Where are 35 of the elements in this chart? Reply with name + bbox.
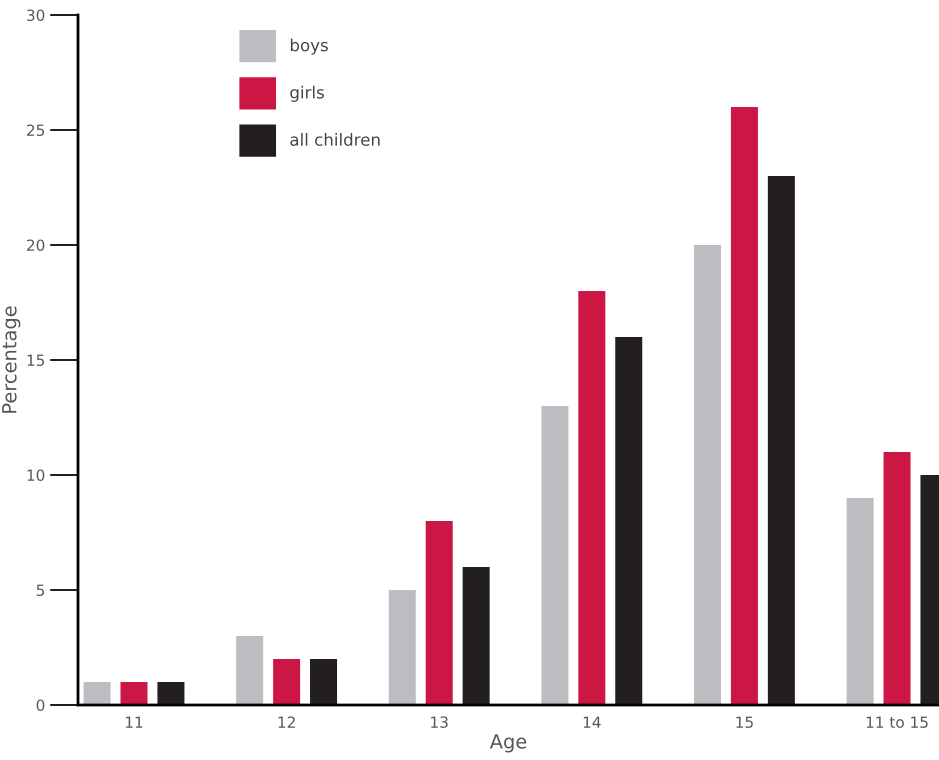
bar	[157, 682, 184, 705]
bar	[310, 659, 338, 705]
bar	[694, 245, 722, 705]
x-tick-label: 14	[584, 716, 601, 728]
y-tick-label: 5	[36, 584, 44, 596]
x-tick-label: 13	[431, 716, 448, 728]
y-tick-label: 15	[28, 354, 44, 366]
y-axis-title: Percentage	[2, 306, 20, 413]
y-tick-label: 10	[28, 469, 44, 482]
bar	[388, 590, 416, 705]
bar	[84, 682, 111, 705]
y-tick-label: 30	[27, 9, 44, 22]
x-tick-label: 12	[278, 716, 295, 728]
x-tick-label: 11	[126, 716, 142, 728]
x-tick-label: 11 to 15	[866, 716, 928, 728]
bar	[462, 567, 490, 705]
bar	[730, 107, 758, 705]
bar	[426, 521, 453, 705]
bar	[578, 291, 606, 705]
bar	[541, 406, 568, 705]
bar	[846, 498, 874, 705]
bar	[273, 659, 300, 705]
bar	[768, 176, 795, 705]
y-tick-label: 25	[27, 124, 44, 136]
bar	[236, 636, 264, 705]
bar	[884, 452, 911, 705]
x-axis-title: Age	[490, 734, 526, 752]
bar	[615, 337, 642, 705]
legend-label: boys	[290, 38, 328, 55]
y-tick-label: 0	[36, 699, 44, 712]
legend-label: all children	[290, 133, 380, 146]
legend-label: girls	[290, 86, 324, 102]
bar	[120, 682, 148, 705]
x-tick-label: 15	[736, 716, 753, 728]
y-tick-label: 20	[27, 239, 44, 252]
